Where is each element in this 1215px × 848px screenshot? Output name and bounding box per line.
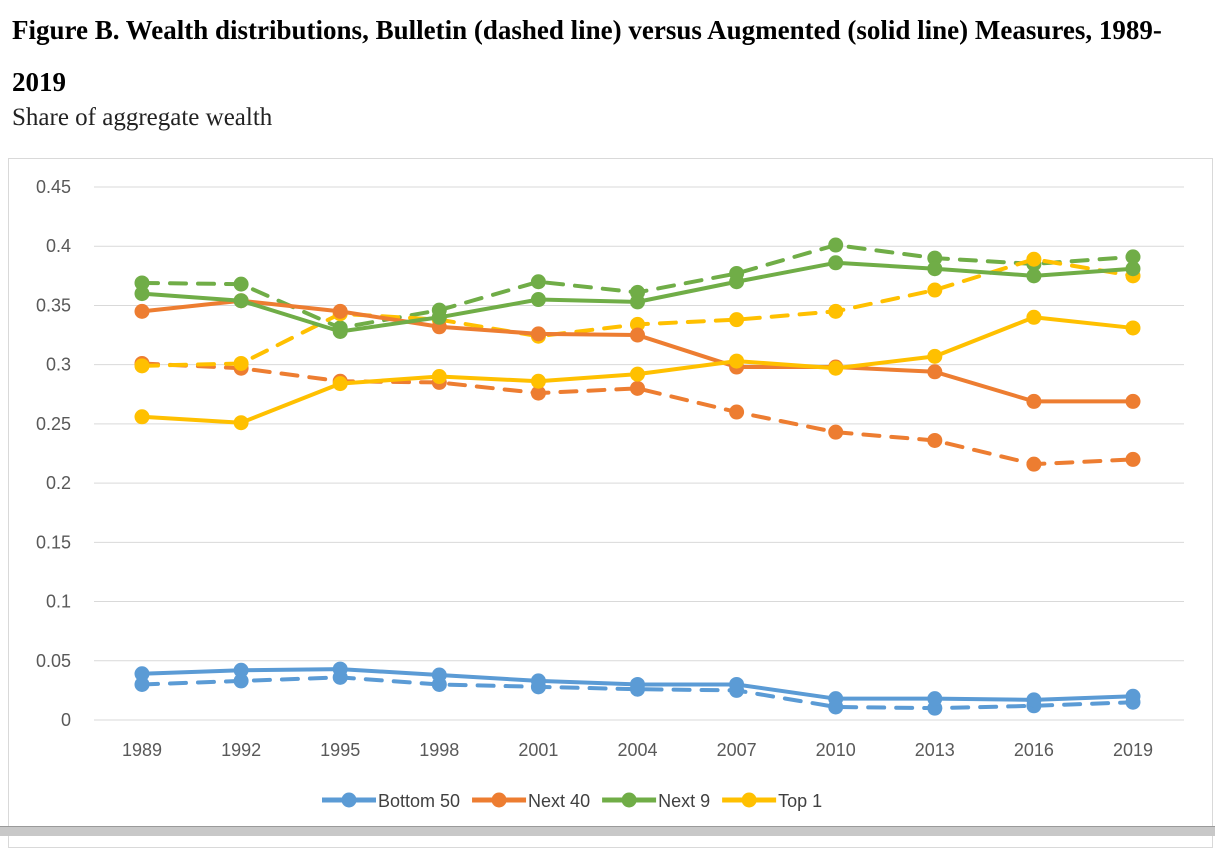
data-point-top-1-solid [1026, 309, 1042, 325]
data-point-bottom-50-dashed [134, 676, 150, 692]
x-tick-label: 2016 [1014, 740, 1054, 760]
data-point-next-40-solid [1026, 393, 1042, 409]
data-point-top-1-solid [1125, 320, 1141, 336]
data-point-top-1-dashed [630, 316, 645, 332]
y-tick-label: 0.25 [36, 414, 71, 434]
data-point-bottom-50-solid [630, 676, 645, 692]
data-point-top-1-solid [431, 369, 447, 385]
data-point-next-9-dashed [927, 250, 943, 266]
data-point-next-9-dashed [233, 276, 249, 292]
y-tick-label: 0.45 [36, 177, 71, 197]
line-chart: 0 0.05 0.1 0.15 0.2 0.25 0.3 0.35 0.4 0.45 1989 199… [36, 177, 1184, 811]
data-point-next-9-solid [1026, 268, 1042, 284]
x-tick-label: 2007 [717, 740, 757, 760]
data-point-next-40-solid [134, 303, 150, 319]
y-tick-label: 0.2 [46, 473, 71, 493]
legend-marker-top-1 [741, 792, 757, 808]
data-point-next-40-solid [1125, 393, 1141, 409]
data-point-next-40-solid [332, 303, 348, 319]
y-tick-label: 0 [61, 710, 71, 730]
x-tick-label: 1989 [122, 740, 162, 760]
data-point-next-40-dashed [1026, 456, 1042, 472]
data-point-next-40-dashed [630, 380, 645, 396]
data-point-top-1-dashed [729, 312, 745, 328]
x-tick-label: 2010 [816, 740, 856, 760]
legend-marker-bottom-50 [341, 792, 357, 808]
data-point-top-1-solid [729, 353, 745, 369]
data-point-bottom-50-solid [134, 666, 150, 682]
x-tick-label: 2019 [1113, 740, 1153, 760]
data-point-next-9-solid [332, 324, 348, 340]
data-point-next-9-solid [134, 286, 150, 302]
data-point-next-9-dashed [1125, 249, 1141, 265]
data-point-next-9-dashed [134, 275, 150, 291]
x-tick-label: 2013 [915, 740, 955, 760]
chart-area: 0 0.05 0.1 0.15 0.2 0.25 0.3 0.35 0.4 0.45 1989 199… [8, 158, 1213, 848]
data-point-bottom-50-solid [530, 673, 546, 689]
data-point-next-40-dashed [828, 424, 844, 440]
chart-subtitle: Share of aggregate wealth [12, 104, 273, 131]
data-point-top-1-solid [134, 409, 150, 425]
taskbar-strip [0, 826, 1215, 836]
data-point-next-40-dashed [530, 385, 546, 401]
data-point-bottom-50-dashed [233, 673, 249, 689]
data-point-next-9-dashed [828, 237, 844, 253]
series-line-bottom-50-dashed [140, 675, 1135, 711]
data-point-top-1-solid [332, 376, 348, 392]
y-tick-label: 0.05 [36, 651, 71, 671]
data-point-next-9-solid [233, 293, 249, 309]
data-point-next-40-solid [530, 326, 546, 342]
data-point-top-1-dashed [134, 358, 150, 374]
legend-marker-next-40 [491, 792, 507, 808]
data-point-next-9-solid [530, 292, 546, 308]
data-point-bottom-50-solid [431, 667, 447, 683]
legend-marker-next-9 [621, 792, 637, 808]
data-point-next-9-dashed [530, 274, 546, 290]
data-point-bottom-50-solid [332, 661, 348, 677]
data-point-top-1-solid [630, 366, 645, 382]
data-point-next-40-dashed [927, 432, 943, 448]
data-point-next-9-solid [630, 294, 645, 310]
y-tick-label: 0.4 [46, 236, 71, 256]
data-point-bottom-50-solid [828, 691, 844, 707]
data-point-top-1-dashed [927, 282, 943, 298]
data-point-top-1-dashed [233, 355, 249, 371]
data-point-next-9-solid [1125, 261, 1141, 277]
series-line-top-1-dashed [140, 257, 1135, 368]
data-point-next-40-solid [630, 327, 645, 343]
data-point-top-1-dashed [828, 303, 844, 319]
data-point-top-1-dashed [1026, 251, 1042, 267]
data-point-next-40-solid [927, 364, 943, 380]
legend-label-bottom-50: Bottom 50 [378, 791, 460, 811]
y-tick-label: 0.35 [36, 295, 71, 315]
y-tick-label: 0.1 [46, 592, 71, 612]
legend-label-next-9: Next 9 [658, 791, 710, 811]
data-point-top-1-solid [927, 348, 943, 364]
data-point-top-1-solid [233, 415, 249, 431]
data-point-next-9-solid [729, 274, 745, 290]
data-point-bottom-50-solid [233, 662, 249, 678]
data-point-next-9-solid [927, 261, 943, 277]
data-point-bottom-50-solid [1125, 688, 1141, 704]
legend-label-next-40: Next 40 [528, 791, 590, 811]
data-point-bottom-50-solid [1026, 692, 1042, 708]
x-tick-label: 1998 [419, 740, 459, 760]
data-point-next-9-solid [828, 255, 844, 271]
x-tick-label: 1995 [320, 740, 360, 760]
x-tick-label: 2004 [617, 740, 657, 760]
data-point-next-40-dashed [1125, 451, 1141, 467]
x-tick-label: 2001 [518, 740, 558, 760]
chart-title: Figure B. Wealth distributions, Bulletin… [12, 15, 1162, 97]
y-tick-label: 0.15 [36, 532, 71, 552]
data-point-bottom-50-solid [729, 676, 745, 692]
legend-label-top-1: Top 1 [778, 791, 822, 811]
data-point-top-1-solid [828, 360, 844, 376]
data-point-next-40-dashed [729, 404, 745, 420]
data-point-next-9-solid [431, 309, 447, 325]
y-tick-label: 0.3 [46, 355, 71, 375]
data-point-top-1-solid [530, 373, 546, 389]
x-tick-label: 1992 [221, 740, 261, 760]
data-point-bottom-50-solid [927, 691, 943, 707]
